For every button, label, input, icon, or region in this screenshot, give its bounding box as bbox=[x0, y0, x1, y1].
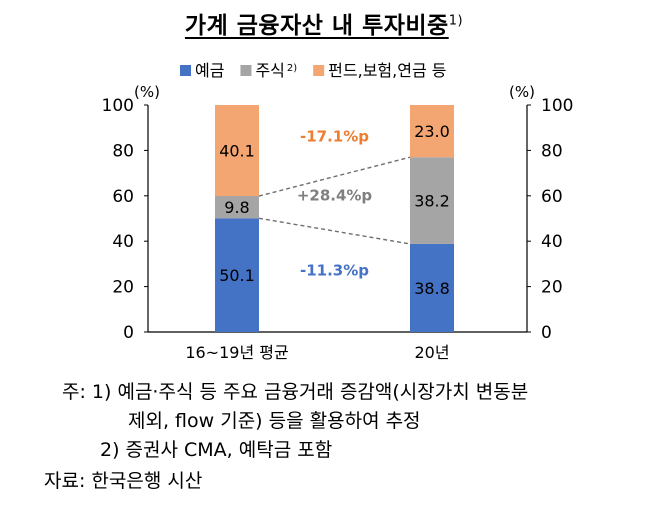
bar-segment bbox=[410, 105, 454, 158]
left-tick-label: 80 bbox=[112, 141, 134, 161]
bar-value-label: 50.1 bbox=[219, 266, 255, 285]
bar-value-label: 9.8 bbox=[224, 198, 249, 217]
legend-swatch bbox=[180, 65, 191, 76]
legend-label: 예금 bbox=[195, 61, 224, 80]
connector-line bbox=[258, 217, 411, 245]
bar-segment bbox=[410, 243, 454, 332]
connector-line bbox=[258, 156, 411, 197]
chart-title-text: 가계 금융자산 내 투자비중 bbox=[184, 13, 449, 39]
left-tick-label: 60 bbox=[112, 187, 134, 207]
left-tick-label: 100 bbox=[102, 96, 134, 116]
bar-segment bbox=[215, 218, 259, 332]
change-annotation: +28.4%p bbox=[297, 186, 373, 204]
right-tick-label: 0 bbox=[541, 323, 552, 343]
source-line: 자료: 한국은행 시산 bbox=[44, 470, 203, 492]
bar-value-label: 40.1 bbox=[219, 142, 255, 161]
left-axis-unit: (%) bbox=[134, 83, 160, 101]
x-category-label: 20년 bbox=[414, 343, 449, 362]
right-tick-label: 100 bbox=[541, 96, 573, 116]
title-note-marker: 1) bbox=[448, 13, 464, 29]
chart-title: 가계 금융자산 내 투자비중1) bbox=[0, 6, 648, 40]
change-annotation: -11.3%p bbox=[300, 261, 369, 279]
note-line-2: 제외, flow 기준) 등을 활용하여 추정 bbox=[128, 410, 421, 432]
bar-value-label: 23.0 bbox=[414, 122, 450, 141]
legend-label: 펀드,보험,연금 등 bbox=[328, 61, 446, 80]
right-tick-label: 80 bbox=[541, 141, 563, 161]
left-tick-label: 0 bbox=[123, 323, 134, 343]
legend-note-marker: 2) bbox=[287, 63, 297, 74]
note-line-1: 주: 1) 예금·주식 등 주요 금융거래 증감액(시장가치 변동분 bbox=[62, 381, 529, 403]
x-category-label: 16~19년 평균 bbox=[185, 343, 288, 362]
change-annotation: -17.1%p bbox=[300, 127, 369, 145]
legend-swatch bbox=[313, 65, 325, 76]
bar-segment bbox=[410, 157, 454, 244]
bar-value-label: 38.8 bbox=[414, 279, 450, 298]
right-axis-unit: (%) bbox=[509, 83, 535, 101]
note-line-3: 2) 증권사 CMA, 예탁금 포함 bbox=[100, 439, 333, 461]
left-tick-label: 40 bbox=[112, 232, 134, 252]
right-tick-label: 60 bbox=[541, 187, 563, 207]
legend-label: 주식 bbox=[255, 61, 284, 80]
bar-segment bbox=[215, 105, 259, 197]
bar-value-label: 38.2 bbox=[414, 192, 450, 211]
right-tick-label: 40 bbox=[541, 232, 563, 252]
bar-segment bbox=[215, 196, 259, 219]
left-tick-label: 20 bbox=[112, 278, 134, 298]
right-tick-label: 20 bbox=[541, 278, 563, 298]
legend-swatch bbox=[240, 65, 252, 76]
